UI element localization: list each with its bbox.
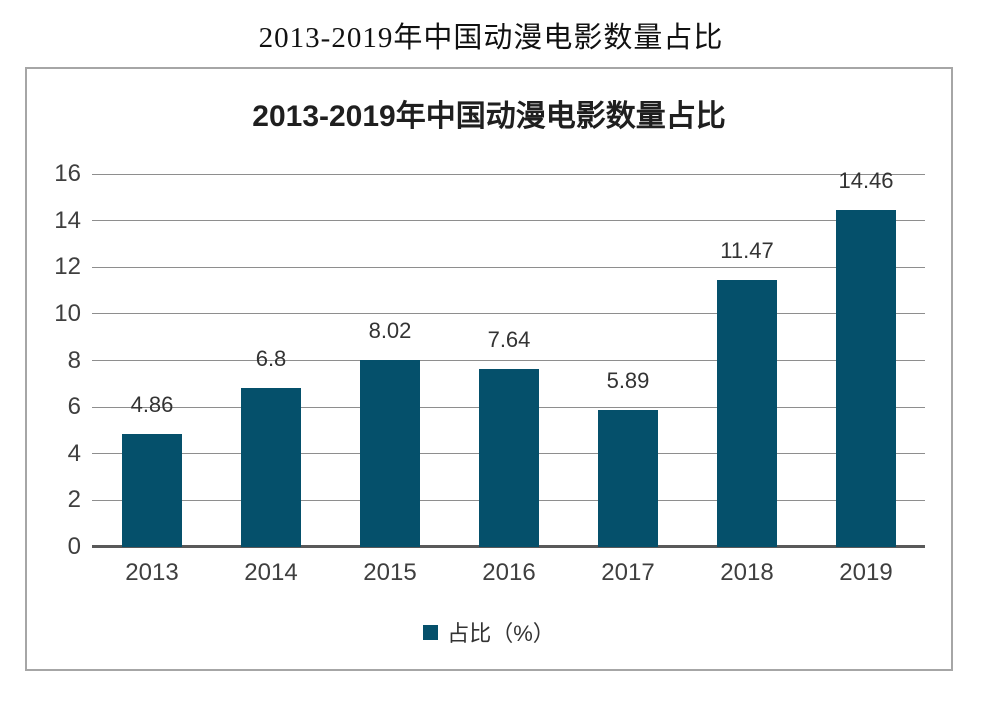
page-title: 2013-2019年中国动漫电影数量占比 bbox=[258, 22, 724, 54]
y-axis-tick-label: 0 bbox=[67, 533, 81, 560]
bar-value-label-2019: 14.46 bbox=[838, 168, 894, 193]
bar-value-label-2015: 8.02 bbox=[368, 318, 412, 343]
bar-value-label-2018: 11.47 bbox=[720, 238, 774, 263]
legend: 占比（%） bbox=[27, 616, 951, 648]
bar-value-label-2013: 4.86 bbox=[130, 392, 174, 417]
y-axis-tick-label: 6 bbox=[67, 393, 81, 421]
chart-panel: 2013-2019年中国动漫电影数量占比 4.86 6.8 8.02 7.64 5.89… bbox=[25, 67, 953, 671]
bar-value-label-2014: 6.8 bbox=[255, 346, 287, 371]
x-axis-label-2015: 2015 bbox=[363, 559, 417, 586]
gridline-y14 bbox=[92, 220, 925, 222]
y-axis-tick-label: 8 bbox=[67, 346, 81, 374]
legend-label: 占比（%） bbox=[447, 621, 555, 646]
x-axis-label-2014: 2014 bbox=[244, 559, 298, 586]
y-axis-tick-label: 16 bbox=[54, 160, 81, 187]
x-axis-label-2016: 2016 bbox=[482, 559, 536, 586]
plot-area: 4.86 6.8 8.02 7.64 5.89 11.47 14.46 bbox=[92, 168, 925, 548]
bar-value-label-2016: 7.64 bbox=[487, 327, 531, 352]
y-axis-tick-label: 4 bbox=[67, 439, 81, 467]
bar-2017 bbox=[598, 410, 658, 547]
y-axis-tick-label: 14 bbox=[54, 206, 81, 234]
bar-2019 bbox=[836, 210, 896, 547]
chart-title: 2013-2019年中国动漫电影数量占比 bbox=[252, 100, 726, 133]
x-axis-label-2017: 2017 bbox=[601, 559, 655, 586]
bar-2015 bbox=[360, 360, 420, 547]
gridline-y12 bbox=[92, 266, 925, 268]
bar-value-label-2017: 5.89 bbox=[606, 368, 650, 393]
gridline-y16 bbox=[92, 173, 925, 175]
gridline-y8 bbox=[92, 360, 925, 361]
bar-2016 bbox=[479, 369, 539, 547]
y-axis-tick-label: 12 bbox=[54, 253, 81, 281]
gridline-y10 bbox=[92, 313, 925, 315]
y-axis-tick-label: 10 bbox=[54, 299, 81, 327]
bar-2013 bbox=[122, 434, 182, 547]
bar-2014 bbox=[241, 388, 301, 547]
x-axis-label-2013: 2013 bbox=[125, 559, 179, 586]
x-axis-label-2019: 2019 bbox=[839, 559, 893, 586]
legend-swatch bbox=[423, 624, 439, 640]
y-axis-tick-label: 2 bbox=[67, 486, 81, 514]
x-axis-label-2018: 2018 bbox=[720, 559, 774, 586]
bar-2018 bbox=[717, 280, 777, 547]
